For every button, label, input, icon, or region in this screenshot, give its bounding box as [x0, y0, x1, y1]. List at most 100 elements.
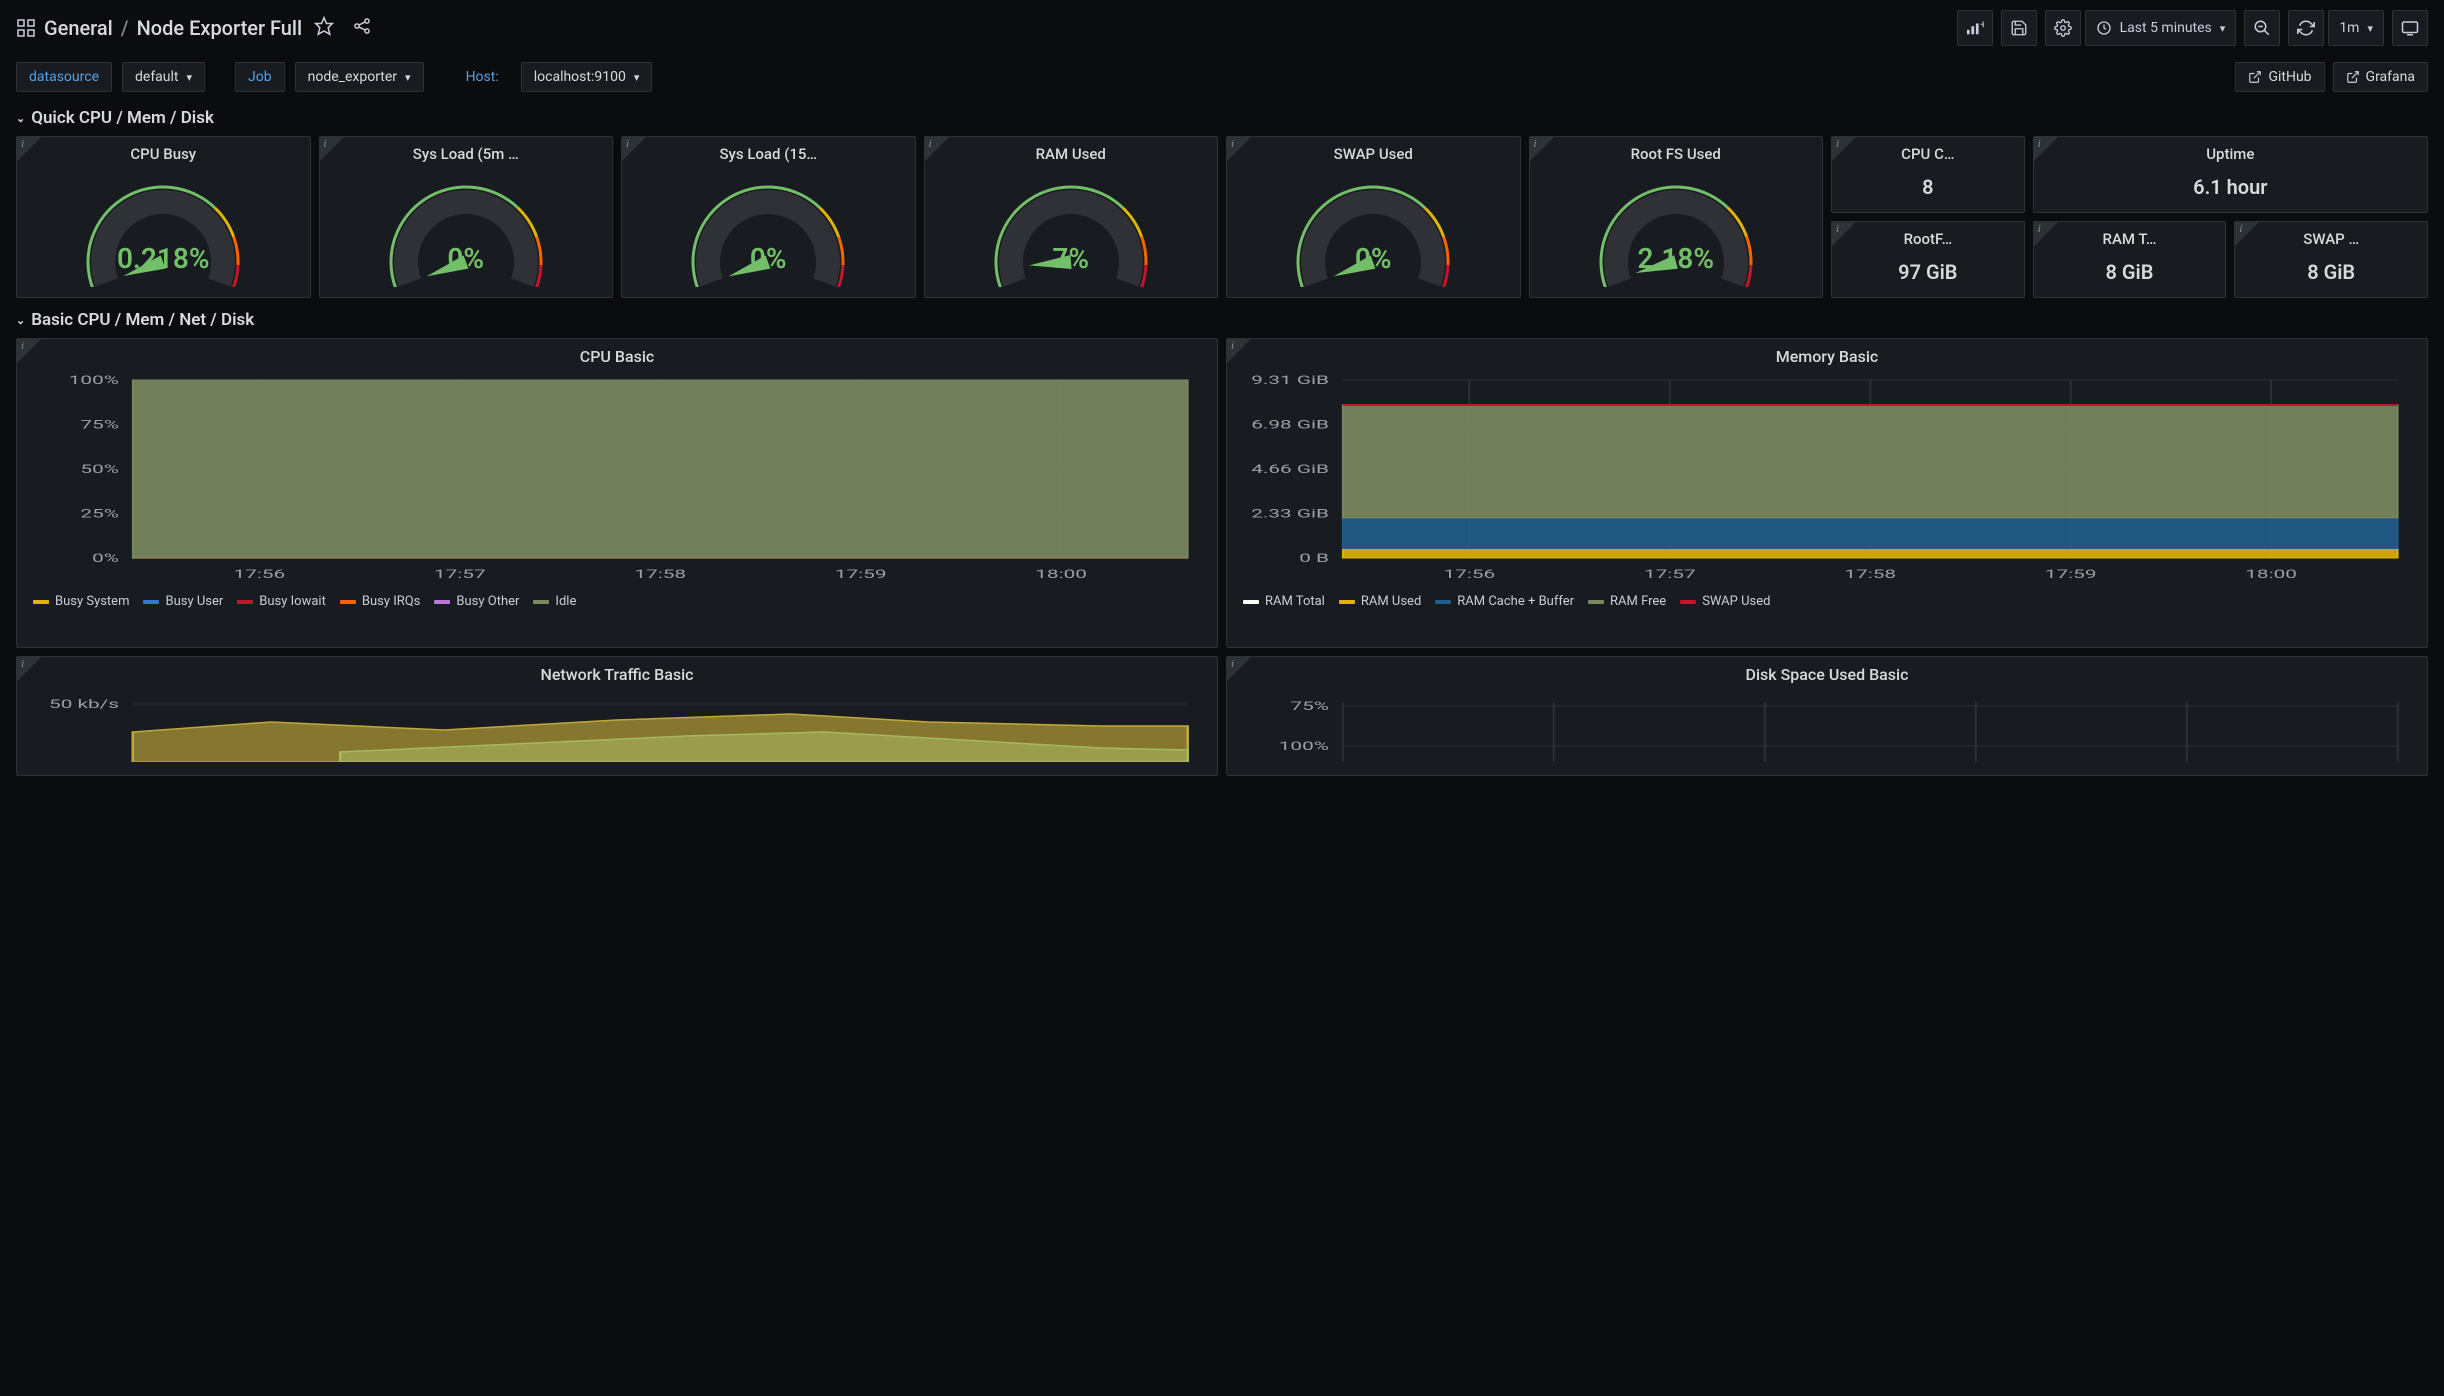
- gauge-panel[interactable]: i Sys Load (5m … 0%: [319, 136, 614, 298]
- info-icon[interactable]: i: [1231, 340, 1234, 352]
- panel-title: CPU Busy: [17, 137, 310, 167]
- stat-panel[interactable]: i CPU C… 8: [1831, 136, 2025, 213]
- info-icon[interactable]: i: [21, 138, 24, 150]
- stat-panel[interactable]: i RootF… 97 GiB: [1831, 221, 2025, 298]
- var-job-label: Job: [235, 62, 285, 92]
- svg-text:17:58: 17:58: [1844, 567, 1896, 581]
- info-icon[interactable]: i: [2239, 223, 2242, 235]
- legend-item[interactable]: Busy Iowait: [237, 594, 326, 609]
- legend-item[interactable]: Busy Other: [434, 594, 519, 609]
- panel-title: SWAP …: [2235, 222, 2427, 252]
- svg-text:17:59: 17:59: [835, 567, 887, 581]
- gauge-panel[interactable]: i CPU Busy 0.218%: [16, 136, 311, 298]
- panel-title: RAM T…: [2034, 222, 2226, 252]
- svg-text:17:59: 17:59: [2045, 567, 2097, 581]
- tv-mode-button[interactable]: [2392, 10, 2428, 46]
- info-icon[interactable]: i: [324, 138, 327, 150]
- star-icon[interactable]: [314, 16, 334, 41]
- var-datasource-label: datasource: [16, 62, 112, 92]
- cpu-basic-panel[interactable]: i CPU Basic 0%25%50%75%100%17:5617:5717:…: [16, 338, 1218, 648]
- breadcrumb: General / Node Exporter Full: [16, 16, 372, 41]
- chevron-down-icon: ▾: [2220, 22, 2226, 35]
- svg-text:25%: 25%: [80, 507, 119, 521]
- info-icon[interactable]: i: [626, 138, 629, 150]
- svg-text:75%: 75%: [1290, 699, 1329, 713]
- legend-item[interactable]: Busy User: [143, 594, 223, 609]
- network-basic-panel[interactable]: i Network Traffic Basic 50 kb/s: [16, 656, 1218, 776]
- panel-title: Root FS Used: [1530, 137, 1823, 167]
- chevron-down-icon: ⌄: [16, 112, 25, 125]
- svg-text:17:56: 17:56: [1444, 567, 1496, 581]
- gauge-panel[interactable]: i Root FS Used 2.18%: [1529, 136, 1824, 298]
- row-basic-header[interactable]: ⌄ Basic CPU / Mem / Net / Disk: [0, 306, 2444, 338]
- svg-text:100%: 100%: [1279, 739, 1329, 753]
- chevron-down-icon: ⌄: [16, 314, 25, 327]
- settings-button[interactable]: [2045, 10, 2081, 46]
- var-host-select[interactable]: localhost:9100▾: [521, 62, 653, 92]
- refresh-interval-button[interactable]: 1m ▾: [2328, 10, 2384, 46]
- dashboard-icon[interactable]: [16, 18, 36, 38]
- legend-item[interactable]: Busy System: [33, 594, 129, 609]
- share-icon[interactable]: [352, 16, 372, 41]
- legend-item[interactable]: SWAP Used: [1680, 594, 1770, 609]
- gauge-panel[interactable]: i Sys Load (15… 0%: [621, 136, 916, 298]
- stat-panel[interactable]: i Uptime 6.1 hour: [2033, 136, 2428, 213]
- svg-text:6.98 GiB: 6.98 GiB: [1251, 418, 1329, 432]
- svg-text:100%: 100%: [69, 374, 119, 388]
- save-button[interactable]: [2001, 10, 2037, 46]
- time-range-button[interactable]: Last 5 minutes ▾: [2085, 10, 2237, 46]
- info-icon[interactable]: i: [1231, 658, 1234, 670]
- svg-text:2.33 GiB: 2.33 GiB: [1251, 507, 1329, 521]
- breadcrumb-separator: /: [121, 16, 129, 40]
- row-quick-header[interactable]: ⌄ Quick CPU / Mem / Disk: [0, 104, 2444, 136]
- legend-item[interactable]: RAM Free: [1588, 594, 1666, 609]
- github-link[interactable]: GitHub: [2235, 62, 2324, 92]
- panel-title: CPU C…: [1832, 137, 2024, 167]
- info-icon[interactable]: i: [1836, 138, 1839, 150]
- svg-text:+: +: [1980, 20, 1984, 31]
- legend-item[interactable]: RAM Cache + Buffer: [1435, 594, 1574, 609]
- info-icon[interactable]: i: [2038, 223, 2041, 235]
- var-host-label: Host:: [454, 63, 511, 91]
- stat-value: 8: [1832, 167, 2024, 211]
- grafana-link[interactable]: Grafana: [2333, 62, 2428, 92]
- info-icon[interactable]: i: [1534, 138, 1537, 150]
- breadcrumb-folder[interactable]: General: [44, 16, 113, 40]
- info-icon[interactable]: i: [1231, 138, 1234, 150]
- info-icon[interactable]: i: [2038, 138, 2041, 150]
- stat-value: 97 GiB: [1832, 252, 2024, 296]
- legend-item[interactable]: RAM Total: [1243, 594, 1325, 609]
- svg-text:18:00: 18:00: [2245, 567, 2297, 581]
- stat-panel[interactable]: i RAM T… 8 GiB: [2033, 221, 2227, 298]
- breadcrumb-title[interactable]: Node Exporter Full: [137, 16, 303, 40]
- memory-basic-panel[interactable]: i Memory Basic 0 B2.33 GiB4.66 GiB6.98 G…: [1226, 338, 2428, 648]
- info-icon[interactable]: i: [21, 658, 24, 670]
- panel-title: Sys Load (5m …: [320, 137, 613, 167]
- add-panel-button[interactable]: +: [1957, 10, 1993, 46]
- time-range-label: Last 5 minutes: [2120, 20, 2212, 36]
- refresh-button[interactable]: [2288, 10, 2324, 46]
- disk-basic-panel[interactable]: i Disk Space Used Basic 75%100%: [1226, 656, 2428, 776]
- gauge-panel[interactable]: i RAM Used 7%: [924, 136, 1219, 298]
- panel-title: SWAP Used: [1227, 137, 1520, 167]
- panel-title: RAM Used: [925, 137, 1218, 167]
- chevron-down-icon: ▾: [2367, 22, 2373, 35]
- svg-text:17:56: 17:56: [234, 567, 286, 581]
- legend-item[interactable]: Busy IRQs: [340, 594, 421, 609]
- gauge-panel[interactable]: i SWAP Used 0%: [1226, 136, 1521, 298]
- svg-text:0 B: 0 B: [1299, 551, 1329, 565]
- legend-item[interactable]: Idle: [533, 594, 576, 609]
- info-icon[interactable]: i: [1836, 223, 1839, 235]
- stat-panel[interactable]: i SWAP … 8 GiB: [2234, 221, 2428, 298]
- var-datasource-select[interactable]: default▾: [122, 62, 205, 92]
- stat-value: 8 GiB: [2235, 252, 2427, 296]
- zoom-out-button[interactable]: [2244, 10, 2280, 46]
- svg-text:17:58: 17:58: [634, 567, 686, 581]
- legend-item[interactable]: RAM Used: [1339, 594, 1421, 609]
- info-icon[interactable]: i: [21, 340, 24, 352]
- svg-text:18:00: 18:00: [1035, 567, 1087, 581]
- info-icon[interactable]: i: [929, 138, 932, 150]
- var-job-select[interactable]: node_exporter▾: [295, 62, 424, 92]
- panel-title: Memory Basic: [1227, 339, 2427, 370]
- panel-title: CPU Basic: [17, 339, 1217, 370]
